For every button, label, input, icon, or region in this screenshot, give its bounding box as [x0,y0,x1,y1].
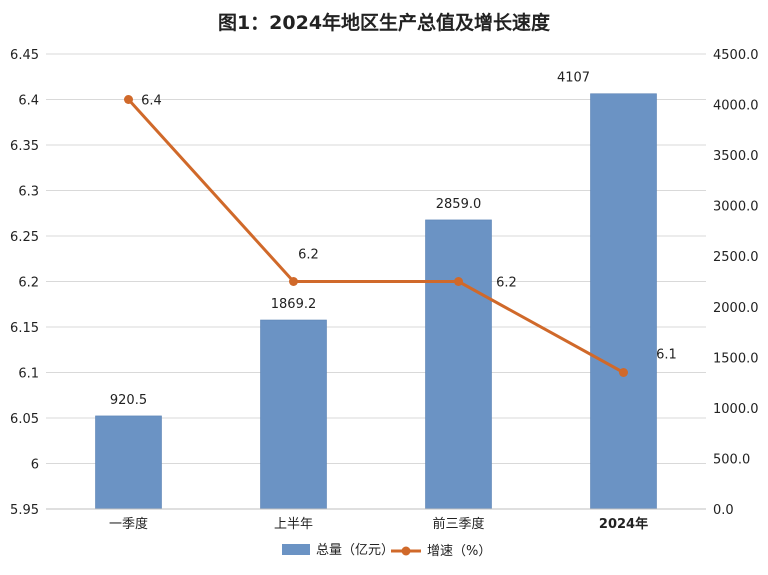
bar-value-label: 920.5 [110,393,147,408]
legend-swatch-bar [282,544,310,555]
chart-title: 图1：2024年地区生产总值及增长速度 [218,11,551,34]
growth-line [127,98,625,374]
y-left-tick-label: 6.2 [18,276,39,291]
y-left-tick-label: 6.1 [18,367,39,382]
legend-label-line: 增速（%） [427,544,491,559]
line-point [124,95,133,104]
y-left-tick-label: 6.15 [10,321,39,336]
y-left-tick-label: 6.05 [10,412,39,427]
y-right-tick-label: 4000.0 [713,99,759,114]
y-left-tick-label: 6.35 [10,139,39,154]
y-left-tick-label: 6.3 [18,185,39,200]
line-point [619,368,628,377]
bar-value-label: 4107 [557,71,590,86]
y-left-tick-label: 6.4 [18,94,39,109]
y-right-tick-label: 3500.0 [713,149,759,164]
y-right-tick-label: 2500.0 [713,250,759,265]
line-value-label: 6.2 [298,248,319,263]
y-right-tick-label: 1000.0 [713,402,759,417]
y-right-tick-label: 1500.0 [713,351,759,366]
legend-label-bar: 总量（亿元） [316,543,394,558]
y-right-tick-label: 0.0 [713,503,734,518]
y-right-tick-label: 500.0 [713,452,750,467]
axes: 5.95 6 6.05 6.1 6.15 6.2 6.25 6.3 6.35 6.4 6.45 0.0… [10,48,758,532]
y-left-tick-label: 6.25 [10,230,39,245]
line-value-label: 6.2 [496,276,517,291]
y-left-tick-label: 6.45 [10,48,39,63]
line-value-label: 6.4 [141,94,162,109]
y-left-tick-label: 6 [31,458,39,473]
bar [260,319,327,510]
legend-swatch-point [401,546,411,556]
x-tick-label: 2024年 [599,516,648,532]
bar [590,93,657,510]
line-value-label: 6.1 [656,348,677,363]
x-tick-label: 上半年 [274,517,313,532]
x-tick-label: 一季度 [109,516,148,532]
y-right-tick-label: 3000.0 [713,200,759,215]
bar-value-label: 2859.0 [436,197,482,212]
line-point [454,277,463,286]
legend: 总量（亿元） 增速（%） [282,543,491,559]
bar [425,219,492,510]
x-tick-label: 前三季度 [432,516,484,532]
bar [95,415,162,510]
y-right-tick-label: 2000.0 [713,301,759,316]
y-left-tick-label: 5.95 [10,503,39,518]
bar-value-label: 1869.2 [271,297,317,312]
data-labels: 920.5 1869.2 2859.0 4107 6.4 6.2 6.2 6.1 [110,71,677,408]
line-series [124,95,628,377]
y-right-tick-label: 4500.0 [713,48,759,63]
line-point [289,277,298,286]
